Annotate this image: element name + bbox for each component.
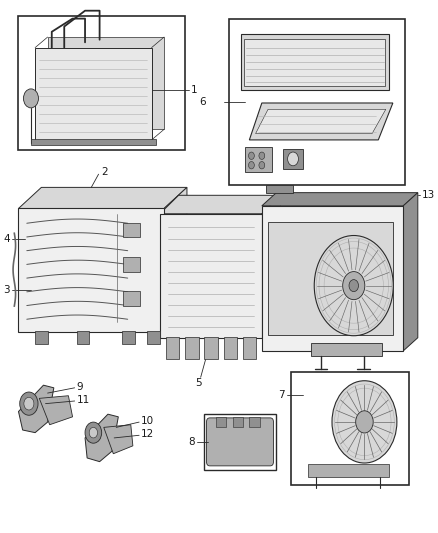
Polygon shape <box>262 195 281 338</box>
Polygon shape <box>160 214 262 338</box>
Circle shape <box>332 381 397 463</box>
Circle shape <box>288 152 298 166</box>
Circle shape <box>259 152 265 159</box>
Polygon shape <box>160 195 281 214</box>
Text: 12: 12 <box>141 429 155 439</box>
Polygon shape <box>18 385 54 433</box>
Bar <box>311 343 382 356</box>
Polygon shape <box>249 103 393 140</box>
Polygon shape <box>241 35 389 90</box>
Bar <box>307 464 389 478</box>
Bar <box>229 19 405 185</box>
Bar <box>266 185 293 192</box>
Polygon shape <box>262 206 403 351</box>
Circle shape <box>314 236 393 336</box>
Bar <box>283 149 304 169</box>
Text: 1: 1 <box>191 85 198 95</box>
Polygon shape <box>256 109 386 134</box>
Bar <box>223 337 237 359</box>
Bar <box>124 223 140 238</box>
Text: 11: 11 <box>77 395 90 405</box>
Circle shape <box>24 397 34 410</box>
Polygon shape <box>104 425 133 454</box>
Bar <box>245 147 272 172</box>
Bar <box>185 337 198 359</box>
Bar <box>243 337 256 359</box>
Circle shape <box>248 161 254 169</box>
Polygon shape <box>35 47 152 140</box>
Bar <box>124 257 140 272</box>
Bar <box>77 331 89 344</box>
Text: 3: 3 <box>4 285 10 295</box>
Bar <box>123 331 135 344</box>
Bar <box>124 292 140 306</box>
Polygon shape <box>85 414 118 462</box>
Polygon shape <box>39 395 73 425</box>
Bar <box>31 139 156 145</box>
Circle shape <box>24 89 39 108</box>
Polygon shape <box>262 192 418 206</box>
Bar <box>249 417 260 427</box>
Bar <box>216 417 226 427</box>
Bar <box>268 222 393 335</box>
Circle shape <box>343 272 365 300</box>
Text: 2: 2 <box>102 166 108 176</box>
Circle shape <box>248 152 254 159</box>
Bar <box>35 331 48 344</box>
Bar <box>18 16 185 150</box>
Polygon shape <box>18 188 187 208</box>
Polygon shape <box>164 188 187 333</box>
Text: 8: 8 <box>189 437 195 447</box>
Text: 4: 4 <box>4 235 10 245</box>
Circle shape <box>356 411 373 433</box>
Bar <box>166 337 180 359</box>
Text: 6: 6 <box>199 96 206 107</box>
Polygon shape <box>48 37 164 130</box>
Circle shape <box>85 422 102 443</box>
Polygon shape <box>244 39 385 86</box>
Text: 10: 10 <box>141 416 154 426</box>
Circle shape <box>20 392 38 415</box>
Circle shape <box>89 427 98 438</box>
Text: 7: 7 <box>278 390 285 400</box>
Circle shape <box>349 280 358 292</box>
Text: 9: 9 <box>77 382 83 392</box>
FancyBboxPatch shape <box>206 418 273 466</box>
Text: 13: 13 <box>422 190 435 200</box>
Bar <box>233 417 243 427</box>
Bar <box>291 372 410 486</box>
Circle shape <box>259 161 265 169</box>
Bar <box>204 414 276 470</box>
Text: 5: 5 <box>195 377 202 387</box>
Polygon shape <box>18 208 164 333</box>
Bar <box>205 337 218 359</box>
Polygon shape <box>403 192 418 351</box>
Bar <box>148 331 160 344</box>
